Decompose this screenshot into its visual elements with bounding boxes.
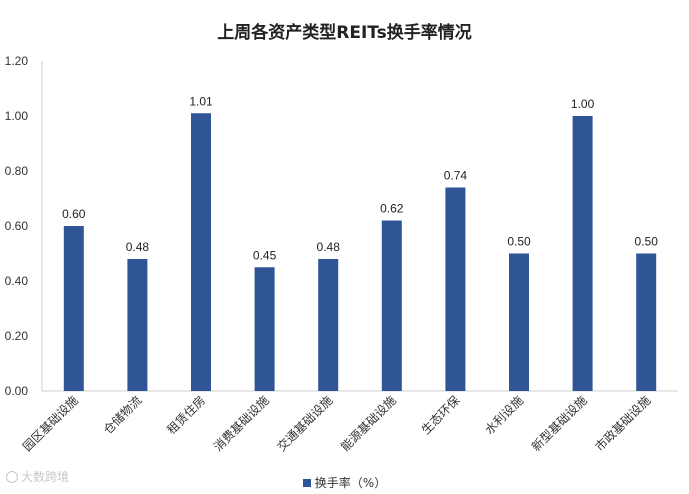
category-label: 消费基础设施 bbox=[211, 393, 272, 454]
legend-swatch bbox=[302, 479, 311, 487]
legend: 换手率（%） bbox=[0, 474, 689, 491]
bar bbox=[254, 267, 275, 391]
y-tick-label: 0.80 bbox=[5, 164, 29, 178]
y-tick-label: 1.20 bbox=[5, 54, 29, 68]
data-label: 0.45 bbox=[253, 248, 277, 262]
bar bbox=[191, 113, 211, 391]
bars bbox=[63, 113, 657, 391]
data-label: 0.62 bbox=[380, 202, 404, 216]
y-tick-label: 1.00 bbox=[5, 109, 29, 123]
category-label: 交通基础设施 bbox=[274, 393, 336, 455]
category-label: 仓储物流 bbox=[100, 393, 145, 438]
bar bbox=[127, 259, 148, 391]
bar bbox=[63, 226, 84, 391]
data-label: 0.74 bbox=[444, 169, 468, 183]
bar bbox=[636, 253, 657, 391]
bar bbox=[318, 259, 339, 391]
category-label: 市政基础设施 bbox=[592, 393, 654, 455]
data-label: 0.48 bbox=[126, 240, 150, 254]
chart-title: 上周各资产类型REITs换手率情况 bbox=[217, 23, 472, 43]
bar bbox=[445, 187, 466, 391]
bar bbox=[572, 116, 593, 391]
bar bbox=[509, 253, 529, 391]
y-tick-label: 0.20 bbox=[5, 329, 29, 343]
data-label: 0.50 bbox=[635, 235, 659, 249]
data-label: 1.01 bbox=[189, 94, 213, 108]
watermark-text: 大数跨境 bbox=[21, 470, 70, 484]
y-tick-labels: 0.00 0.20 0.40 0.60 0.80 1.00 1.20 bbox=[5, 54, 29, 398]
bar bbox=[381, 220, 402, 391]
category-label: 园区基础设施 bbox=[20, 393, 81, 454]
category-label: 新型基础设施 bbox=[528, 393, 590, 455]
category-label: 能源基础设施 bbox=[338, 393, 399, 454]
y-tick-label: 0.60 bbox=[5, 219, 29, 233]
data-label: 0.60 bbox=[62, 207, 86, 221]
category-label: 水利设施 bbox=[482, 393, 526, 437]
circle-logo-icon bbox=[6, 471, 18, 483]
y-tick-label: 0.00 bbox=[5, 384, 29, 398]
data-labels: 0.60 0.48 1.01 0.45 0.48 0.62 0.74 0.50 1.00 0.50 bbox=[62, 94, 658, 262]
y-tick-label: 0.40 bbox=[5, 274, 29, 288]
data-label: 0.50 bbox=[507, 235, 531, 249]
watermark: 大数跨境 bbox=[6, 468, 69, 485]
data-label: 0.48 bbox=[317, 240, 341, 254]
category-labels: 园区基础设施 仓储物流 租赁住房 消费基础设施 交通基础设施 能源基础设施 生态环保 水利设施… bbox=[20, 393, 653, 455]
category-label: 生态环保 bbox=[419, 393, 463, 437]
data-label: 1.00 bbox=[571, 97, 595, 111]
legend-label: 换手率（%） bbox=[314, 476, 387, 490]
category-label: 租赁住房 bbox=[164, 393, 209, 438]
